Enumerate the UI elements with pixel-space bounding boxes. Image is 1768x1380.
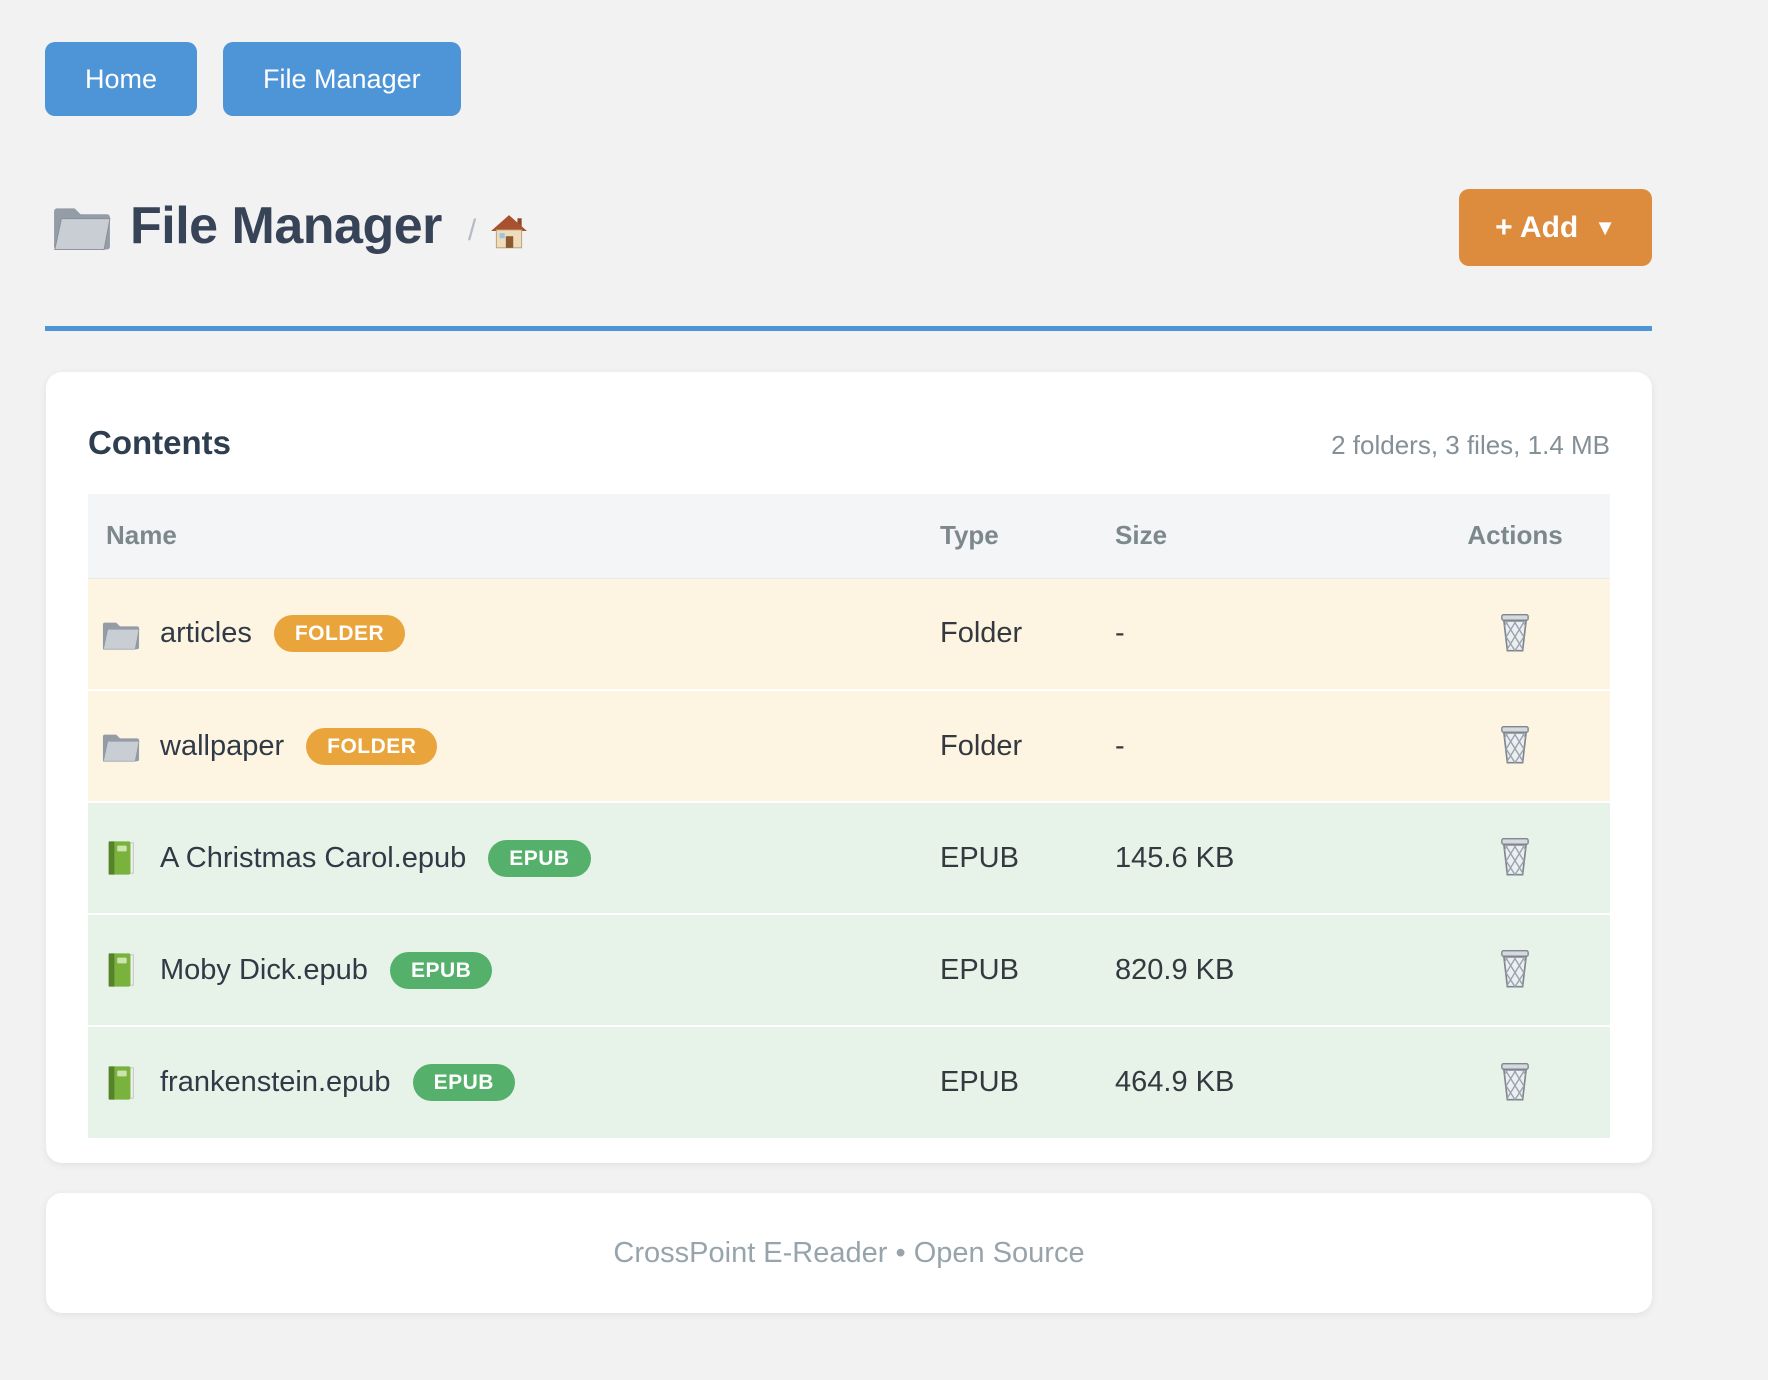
- contents-summary: 2 folders, 3 files, 1.4 MB: [1331, 430, 1610, 460]
- page-title: File Manager: [130, 197, 442, 255]
- delete-button[interactable]: [1493, 719, 1537, 769]
- epub-badge: EPUB: [412, 1064, 515, 1101]
- delete-button[interactable]: [1493, 607, 1537, 657]
- file-table: Name Type Size Actions articles FOLDER: [88, 494, 1610, 1138]
- table-row: Moby Dick.epub EPUB EPUB 820.9 KB: [88, 913, 1610, 1026]
- trash-icon: [1501, 1062, 1529, 1101]
- home-icon[interactable]: [490, 214, 528, 250]
- type-value: EPUB: [940, 1066, 1019, 1098]
- file-name-link[interactable]: frankenstein.epub: [160, 1066, 391, 1098]
- folder-name-link[interactable]: articles: [160, 617, 252, 650]
- table-header-row: Name Type Size Actions: [88, 494, 1610, 579]
- type-value: EPUB: [940, 953, 1019, 986]
- footer-text: CrossPoint E-Reader • Open Source: [613, 1236, 1085, 1269]
- table-row: frankenstein.epub EPUB EPUB 464.9 KB: [88, 1025, 1610, 1138]
- folder-icon: [102, 622, 140, 650]
- folder-icon: [54, 208, 111, 250]
- type-value: Folder: [940, 617, 1023, 650]
- trash-icon: [1501, 726, 1529, 764]
- column-header-size: Size: [1095, 494, 1420, 579]
- folder-badge: FOLDER: [306, 727, 438, 765]
- size-value: 820.9 KB: [1115, 953, 1235, 986]
- caret-down-icon: ▼: [1594, 214, 1616, 240]
- type-value: EPUB: [940, 841, 1019, 874]
- epub-badge: EPUB: [488, 839, 591, 877]
- footer-card: CrossPoint E-Reader • Open Source: [46, 1193, 1652, 1313]
- add-button-label: + Add: [1495, 210, 1579, 244]
- size-value: -: [1115, 729, 1125, 762]
- add-button[interactable]: + Add ▼: [1459, 189, 1652, 266]
- top-nav: Home File Manager: [45, 42, 461, 116]
- size-value: -: [1115, 617, 1125, 650]
- contents-card: Contents 2 folders, 3 files, 1.4 MB Name…: [46, 372, 1652, 1163]
- trash-icon: [1501, 613, 1529, 652]
- folder-badge: FOLDER: [273, 615, 406, 653]
- size-value: 145.6 KB: [1115, 841, 1235, 874]
- folder-icon: [102, 734, 140, 762]
- page-header: File Manager / + Add ▼: [52, 189, 1652, 266]
- delete-button[interactable]: [1493, 943, 1537, 993]
- column-header-actions: Actions: [1420, 494, 1610, 579]
- contents-title: Contents: [88, 424, 231, 461]
- green-book-icon: [108, 1065, 134, 1100]
- table-row: wallpaper FOLDER Folder -: [88, 689, 1610, 802]
- type-value: Folder: [940, 729, 1023, 762]
- delete-button[interactable]: [1493, 1056, 1537, 1106]
- file-name-link[interactable]: A Christmas Carol.epub: [160, 841, 467, 874]
- size-value: 464.9 KB: [1115, 1066, 1235, 1098]
- title-underline: [45, 326, 1652, 331]
- trash-icon: [1501, 950, 1529, 988]
- home-button[interactable]: Home: [45, 42, 198, 116]
- column-header-type: Type: [920, 494, 1095, 579]
- epub-badge: EPUB: [389, 951, 493, 989]
- contents-header: Contents 2 folders, 3 files, 1.4 MB: [88, 424, 1610, 462]
- file-name-link[interactable]: Moby Dick.epub: [160, 953, 368, 986]
- table-row: A Christmas Carol.epub EPUB EPUB 145.6 K…: [88, 801, 1610, 914]
- folder-name-link[interactable]: wallpaper: [160, 729, 285, 762]
- column-header-name: Name: [88, 494, 920, 579]
- green-book-icon: [108, 953, 134, 987]
- table-row: articles FOLDER Folder -: [88, 578, 1610, 690]
- breadcrumb-separator: /: [467, 214, 477, 247]
- green-book-icon: [108, 841, 134, 875]
- trash-icon: [1501, 838, 1529, 876]
- delete-button[interactable]: [1493, 831, 1537, 881]
- file-manager-button[interactable]: File Manager: [223, 42, 461, 116]
